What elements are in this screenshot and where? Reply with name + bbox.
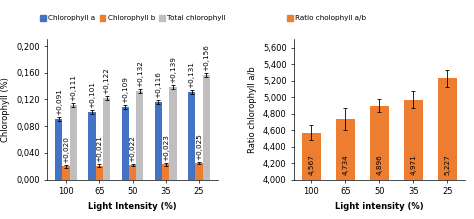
Bar	[370, 106, 389, 219]
Text: 4,734: 4,734	[342, 155, 348, 175]
Text: +0,132: +0,132	[137, 61, 143, 87]
Text: +0,021: +0,021	[96, 135, 102, 162]
Text: +0,156: +0,156	[203, 45, 209, 71]
Text: +0,122: +0,122	[104, 67, 109, 94]
Bar	[302, 133, 321, 219]
Bar	[202, 76, 210, 180]
Text: 4,971: 4,971	[410, 155, 417, 175]
Text: 4,567: 4,567	[309, 155, 314, 175]
Text: 4,896: 4,896	[376, 155, 383, 175]
Bar	[336, 119, 355, 219]
Text: +0,020: +0,020	[63, 136, 69, 163]
Bar	[55, 119, 63, 180]
X-axis label: Light intensity (%): Light intensity (%)	[335, 202, 424, 211]
Bar	[96, 166, 103, 180]
Bar	[438, 78, 457, 219]
Text: +0,111: +0,111	[71, 75, 76, 101]
Bar	[162, 164, 169, 180]
Bar	[121, 107, 129, 180]
Text: +0,139: +0,139	[170, 56, 176, 83]
Bar	[103, 98, 110, 180]
Text: +0,109: +0,109	[122, 76, 128, 103]
Y-axis label: Ratio chlorophyll a/b: Ratio chlorophyll a/b	[248, 66, 257, 153]
Text: +0,091: +0,091	[56, 88, 62, 115]
Legend: Chlorophyll a, Chlorophyll b, Total chlorophyll: Chlorophyll a, Chlorophyll b, Total chlo…	[37, 12, 228, 24]
Y-axis label: Chlorophyll (%): Chlorophyll (%)	[1, 77, 10, 142]
Bar	[404, 99, 423, 219]
Text: +0,116: +0,116	[155, 71, 162, 98]
Bar	[188, 92, 195, 180]
Text: +0,101: +0,101	[89, 81, 95, 108]
Bar	[63, 166, 70, 180]
Text: 5,227: 5,227	[445, 155, 450, 175]
Text: +0,022: +0,022	[129, 135, 136, 162]
Bar	[169, 87, 177, 180]
Text: +0,023: +0,023	[163, 134, 169, 161]
Bar	[70, 106, 77, 180]
Bar	[195, 163, 202, 180]
X-axis label: Light Intensity (%): Light Intensity (%)	[88, 202, 177, 211]
Bar	[129, 165, 136, 180]
Text: +0,131: +0,131	[189, 61, 195, 88]
Text: +0,025: +0,025	[196, 133, 202, 160]
Bar	[155, 102, 162, 180]
Bar	[136, 92, 144, 180]
Legend: Ratio cholophyll a/b: Ratio cholophyll a/b	[284, 12, 369, 24]
Bar	[88, 112, 96, 180]
